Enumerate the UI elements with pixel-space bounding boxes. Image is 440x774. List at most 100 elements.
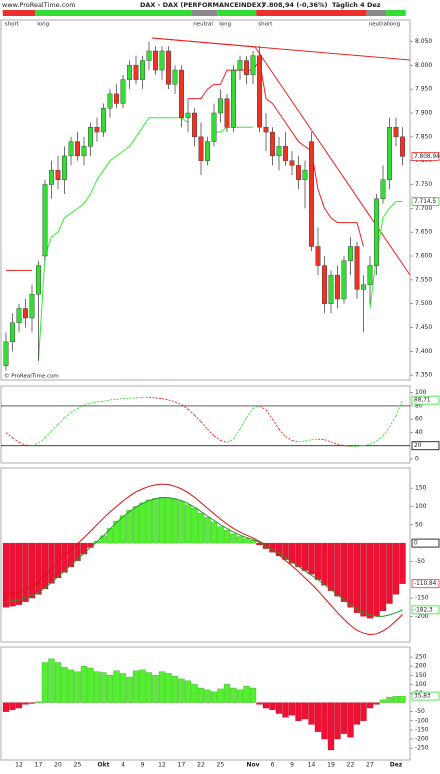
oscillator-segment bbox=[213, 435, 221, 441]
histogram-bar bbox=[210, 691, 218, 703]
histogram-bar bbox=[392, 542, 400, 595]
oscillator-segment bbox=[376, 435, 384, 442]
histogram-bar bbox=[113, 670, 120, 703]
histogram-bar bbox=[275, 542, 283, 557]
candle-body bbox=[146, 50, 152, 61]
y-tick-label: -100 bbox=[415, 717, 429, 724]
signal-label: neutral bbox=[193, 22, 213, 28]
x-tick-label: 25 bbox=[74, 762, 82, 769]
histogram-bar bbox=[106, 675, 114, 703]
candle-body bbox=[322, 265, 328, 304]
candle-body bbox=[120, 79, 126, 104]
y-tick-label: -250 bbox=[415, 745, 429, 752]
oscillator-segment bbox=[356, 445, 364, 447]
candle-body bbox=[302, 169, 308, 180]
x-tick-label: 25 bbox=[217, 762, 225, 769]
candle-body bbox=[191, 112, 197, 138]
y-tick-label: 7.350 bbox=[415, 372, 432, 379]
candle-body bbox=[3, 341, 9, 366]
x-tick-label: 22 bbox=[347, 762, 355, 769]
price-label: 7.714,5 bbox=[414, 199, 436, 205]
candle-body bbox=[185, 112, 191, 118]
x-tick-label: 9 bbox=[290, 762, 294, 769]
oscillator-segment bbox=[226, 438, 234, 443]
x-tick-label: 20 bbox=[54, 762, 62, 769]
period: Täglich 4 Dez bbox=[332, 1, 381, 9]
y-tick-label: 8.050 bbox=[415, 38, 432, 45]
oscillator-segment bbox=[64, 412, 72, 419]
x-tick-label: 17 bbox=[178, 762, 186, 769]
histogram-bar bbox=[269, 702, 276, 711]
oscillator-segment bbox=[395, 399, 403, 417]
histogram-bar bbox=[334, 702, 341, 740]
y-tick-label: 7.850 bbox=[415, 133, 432, 140]
histogram-bar bbox=[9, 542, 16, 607]
trend-line bbox=[254, 46, 411, 276]
histogram-bar bbox=[223, 530, 231, 544]
candle-body bbox=[400, 136, 406, 157]
y-tick-label: 7.550 bbox=[415, 276, 432, 283]
oscillator-segment bbox=[31, 442, 39, 447]
histogram-bar bbox=[178, 500, 185, 544]
histogram-bar bbox=[100, 535, 107, 544]
candle-body bbox=[387, 127, 393, 180]
x-tick-label: 19 bbox=[327, 762, 335, 769]
histogram-bar bbox=[301, 542, 309, 571]
oscillator-segment bbox=[51, 424, 59, 432]
candle-body bbox=[263, 127, 269, 133]
histogram-bar bbox=[22, 702, 29, 705]
histogram-bar bbox=[119, 515, 127, 544]
candle-body bbox=[276, 146, 282, 157]
histogram-bar bbox=[74, 671, 81, 703]
histogram-bar bbox=[288, 702, 296, 716]
signal-segment bbox=[217, 10, 257, 16]
y-tick-label: 7.500 bbox=[415, 300, 432, 307]
candle-body bbox=[296, 165, 302, 180]
histogram-bar bbox=[386, 542, 393, 604]
histogram-bar bbox=[197, 687, 205, 703]
histogram-bar bbox=[28, 702, 36, 704]
signal-label: long bbox=[219, 22, 231, 28]
candle-body bbox=[113, 93, 119, 104]
candle-body bbox=[309, 141, 315, 247]
histogram-bar bbox=[191, 508, 198, 544]
histogram-bar bbox=[373, 542, 380, 617]
histogram-bar bbox=[100, 672, 107, 703]
signal-segment bbox=[366, 10, 387, 16]
histogram-bar bbox=[191, 684, 198, 703]
histogram-bar bbox=[171, 498, 179, 544]
candle-body bbox=[36, 265, 42, 295]
price-label: 35,83 bbox=[414, 694, 431, 700]
candle-body bbox=[315, 246, 321, 266]
histogram-bar bbox=[15, 542, 23, 605]
histogram-bar bbox=[35, 701, 42, 703]
candle-body bbox=[380, 179, 386, 200]
histogram-bar bbox=[197, 512, 205, 544]
price-label: -110,84 bbox=[414, 581, 437, 587]
histogram-bar bbox=[2, 702, 10, 712]
histogram-bar bbox=[67, 669, 75, 703]
histogram-bar bbox=[80, 542, 88, 555]
candle-body bbox=[16, 308, 22, 323]
histogram-bar bbox=[119, 673, 127, 703]
x-tick-label: 4 bbox=[121, 762, 125, 769]
histogram-bar bbox=[282, 702, 289, 718]
oscillator-segment bbox=[324, 439, 332, 443]
candle-body bbox=[283, 146, 289, 161]
oscillator-segment bbox=[291, 439, 299, 443]
y-tick-label: 150 bbox=[415, 672, 427, 679]
oscillator-segment bbox=[18, 442, 26, 446]
histogram-bar bbox=[379, 699, 387, 703]
histogram-bar bbox=[217, 688, 224, 703]
y-tick-label: 7.400 bbox=[415, 348, 432, 355]
histogram-bar bbox=[2, 542, 10, 608]
trend-line bbox=[151, 37, 256, 48]
price-label-box bbox=[411, 691, 440, 701]
histogram-bar bbox=[340, 702, 348, 734]
candle-body bbox=[68, 141, 74, 157]
candle-body bbox=[289, 160, 295, 166]
histogram-bar bbox=[204, 517, 211, 544]
histogram-bar bbox=[275, 702, 283, 714]
histogram-bar bbox=[184, 680, 192, 703]
